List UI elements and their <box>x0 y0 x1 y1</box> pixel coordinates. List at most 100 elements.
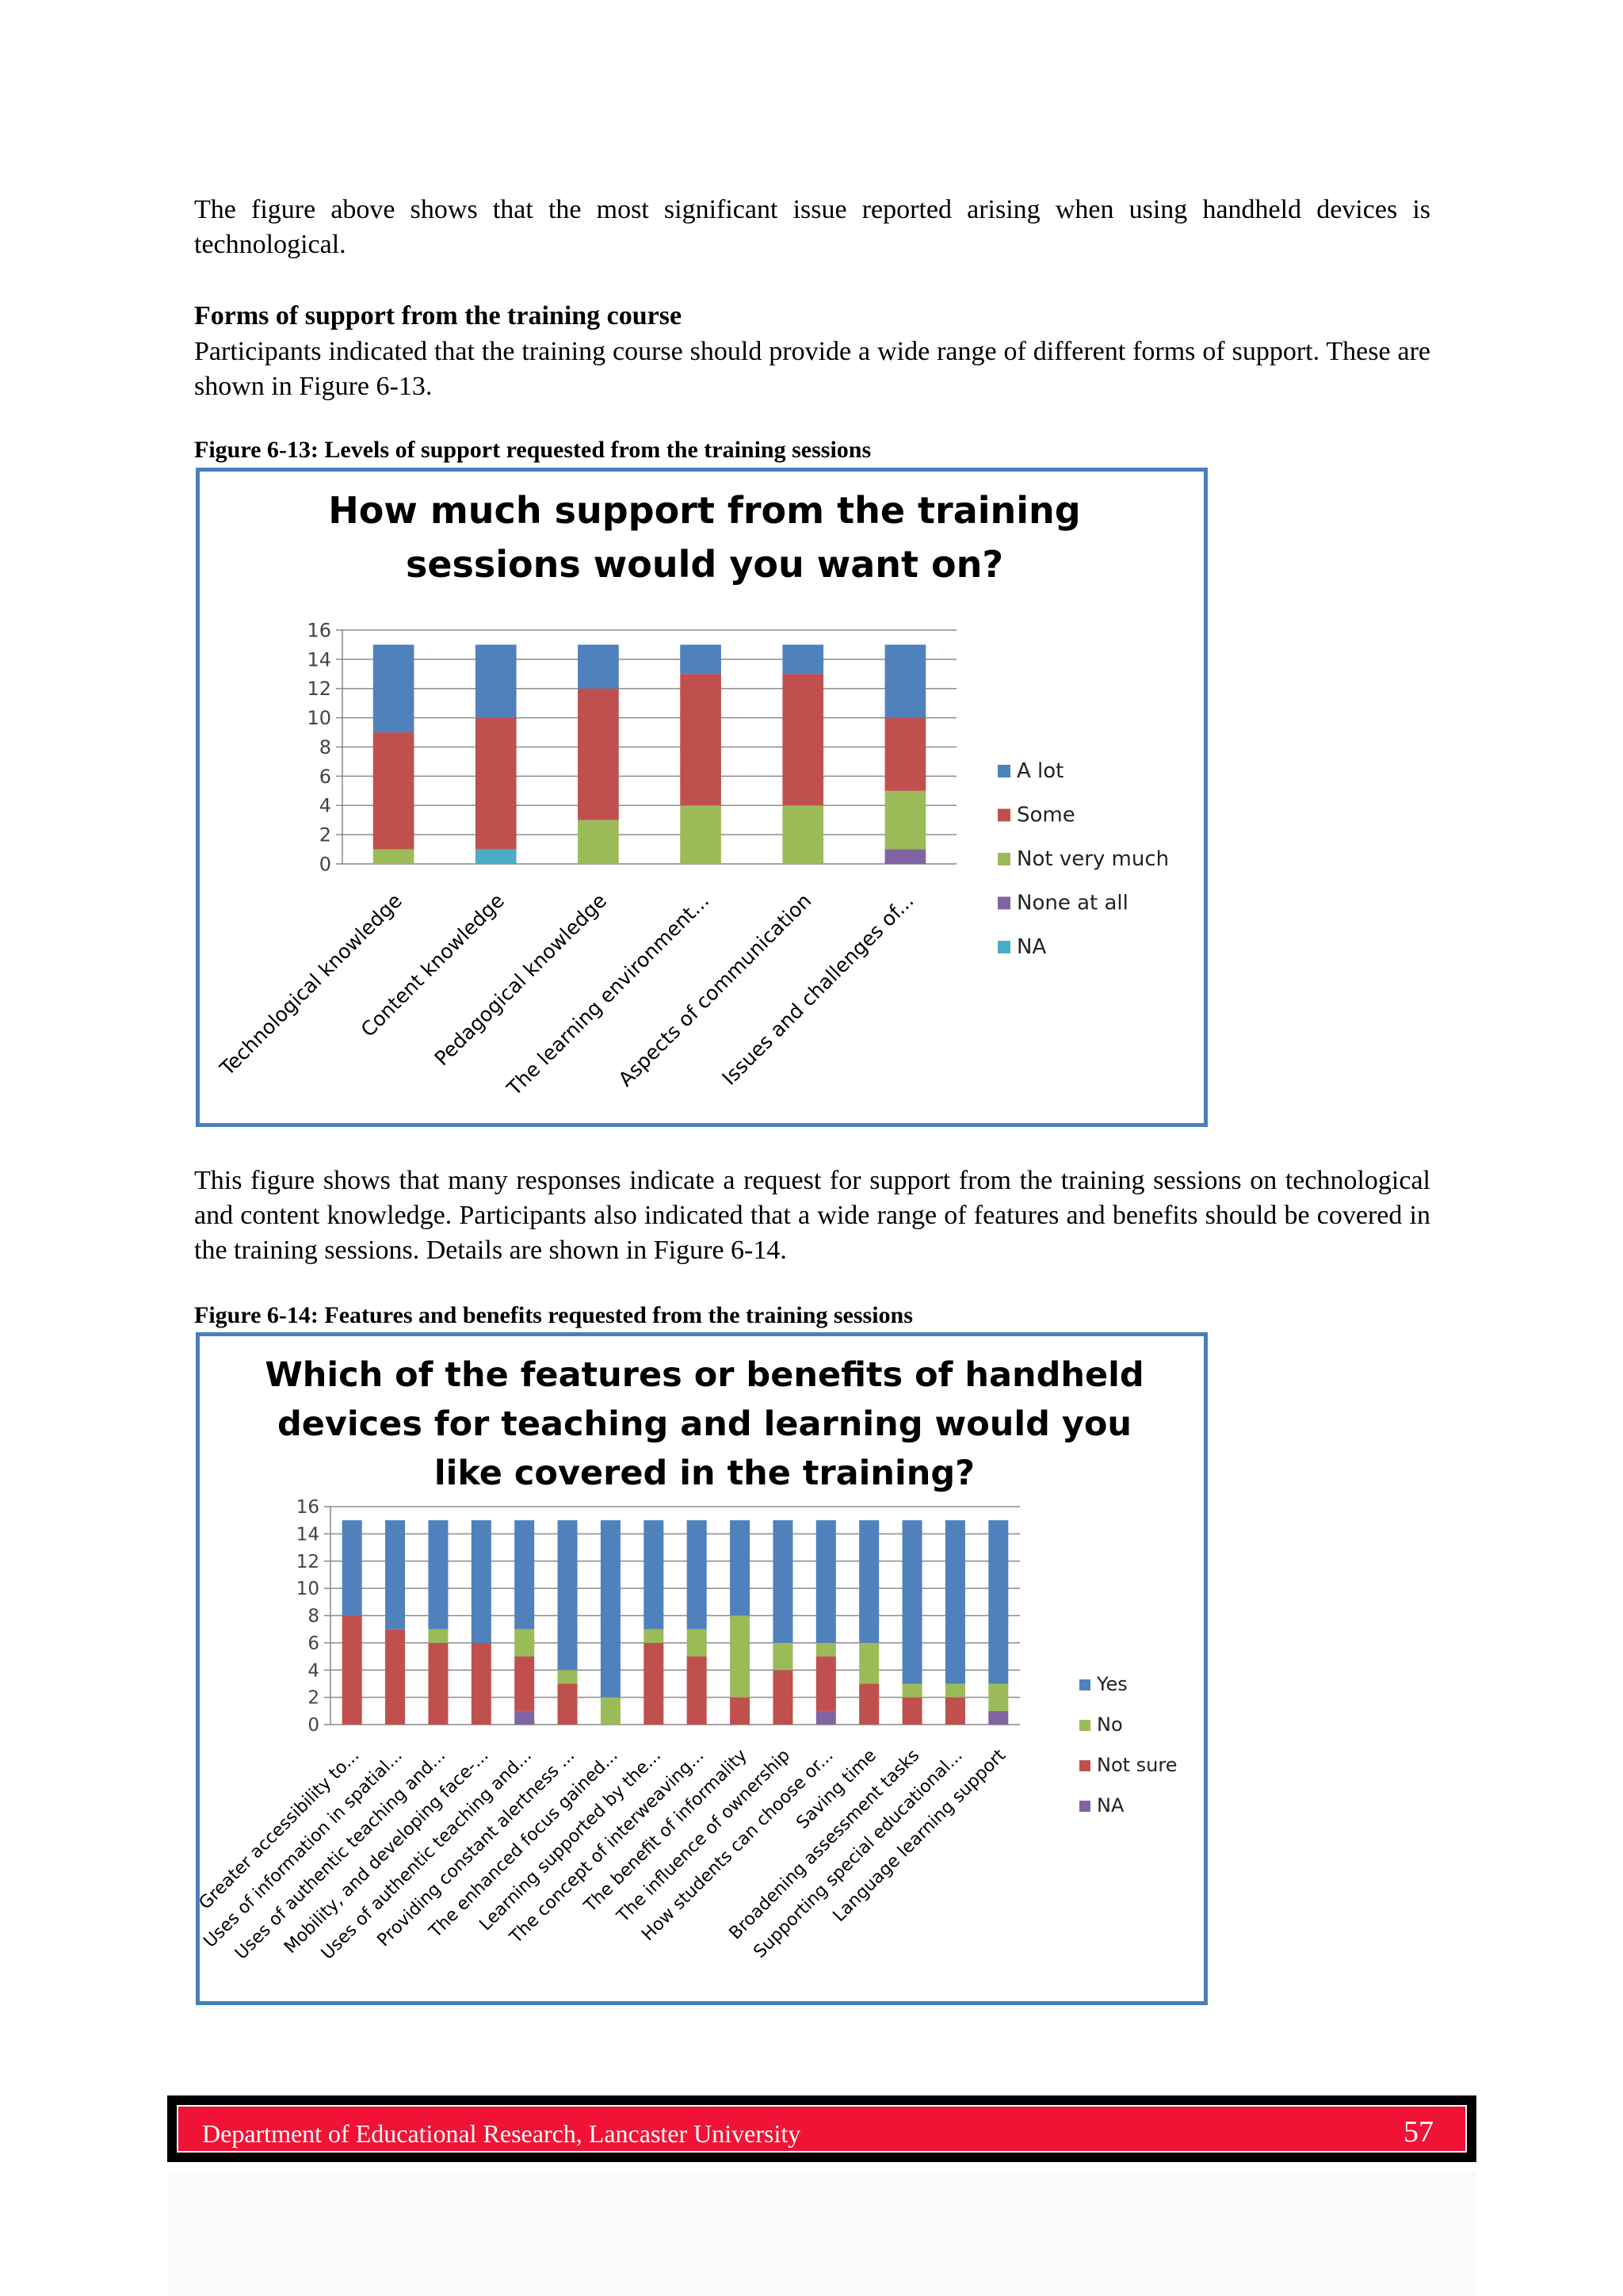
bar-yes <box>514 1520 535 1629</box>
page-footer: Department of Educational Research, Lanc… <box>167 2095 1476 2162</box>
bar-no <box>557 1670 578 1684</box>
bar-yes <box>815 1520 836 1643</box>
y-tick-label: 4 <box>307 1660 319 1681</box>
legend-swatch-na <box>998 941 1010 953</box>
legend-swatch-yes <box>1079 1679 1090 1690</box>
bar-no <box>859 1642 880 1684</box>
bar-na <box>475 849 517 864</box>
legend-swatch-a-lot <box>998 765 1010 777</box>
bar-no <box>988 1683 1009 1711</box>
bar-no <box>902 1683 922 1698</box>
legend-swatch-no <box>1079 1720 1090 1731</box>
y-tick-label: 12 <box>296 1552 319 1572</box>
bar-not-very-much <box>884 790 926 850</box>
legend-label-not-very-much: Not very much <box>1017 847 1169 871</box>
bar-no <box>773 1642 793 1671</box>
chart-title-line: devices for teaching and learning would … <box>277 1404 1132 1444</box>
chart-title-line: like covered in the training? <box>434 1454 975 1493</box>
bar-not-sure <box>385 1629 406 1725</box>
bar-yes <box>988 1520 1009 1684</box>
bar-some <box>578 688 619 820</box>
bar-na <box>514 1710 535 1725</box>
bar-some <box>372 732 414 850</box>
bar-not-very-much <box>782 805 824 864</box>
bar-na <box>988 1710 1009 1725</box>
y-tick-label: 10 <box>307 707 331 729</box>
bar-not-very-much <box>680 805 721 864</box>
legend-label-yes: Yes <box>1096 1673 1128 1695</box>
legend-label-none-at-all: None at all <box>1017 892 1128 915</box>
bar-yes <box>730 1520 750 1616</box>
legend-label-some: Some <box>1017 804 1075 827</box>
y-tick-label: 6 <box>319 766 331 788</box>
bar-yes <box>902 1520 922 1684</box>
bar-no <box>514 1629 535 1657</box>
x-category-label: Pedagogical knowledge <box>430 889 612 1071</box>
bar-a-lot <box>884 644 926 718</box>
chart-title-line: Which of the features or benefits of han… <box>265 1355 1144 1395</box>
y-tick-label: 8 <box>319 736 331 758</box>
bar-no <box>815 1642 836 1657</box>
chart-6-14: Which of the features or benefits of han… <box>200 1355 1178 1964</box>
y-tick-label: 0 <box>319 853 331 875</box>
legend-label-na: NA <box>1097 1794 1125 1817</box>
y-tick-label: 14 <box>296 1524 319 1545</box>
bar-no <box>945 1683 965 1698</box>
bar-not-very-much <box>578 819 619 864</box>
bottom-margin <box>167 2172 1476 2296</box>
bar-yes <box>600 1520 621 1698</box>
y-tick-label: 8 <box>307 1606 319 1627</box>
bar-not-sure <box>686 1656 707 1725</box>
legend-label-no: No <box>1097 1713 1123 1736</box>
section-heading: Forms of support from the training cours… <box>194 301 682 330</box>
y-tick-label: 16 <box>296 1497 319 1518</box>
bar-no <box>600 1697 621 1725</box>
bar-no <box>730 1615 750 1698</box>
bar-a-lot <box>680 644 721 674</box>
chart-6-13-frame: How much support from the training sessio… <box>196 468 1208 1127</box>
bar-no <box>686 1629 707 1657</box>
y-tick-label: 2 <box>307 1688 319 1709</box>
bar-a-lot <box>475 644 517 718</box>
figure-6-13-caption: Figure 6-13: Levels of support requested… <box>194 437 872 463</box>
bar-no <box>643 1629 664 1643</box>
footer-department: Department of Educational Research, Lanc… <box>202 2119 801 2148</box>
bar-yes <box>342 1520 362 1616</box>
bar-not-sure <box>902 1697 922 1725</box>
y-tick-label: 10 <box>296 1579 319 1599</box>
bar-a-lot <box>372 644 414 733</box>
y-tick-label: 2 <box>319 824 331 846</box>
middle-paragraph: This figure shows that many responses in… <box>194 1166 1430 1265</box>
chart-6-14-frame: Which of the features or benefits of han… <box>196 1332 1208 2005</box>
legend-swatch-some <box>998 808 1010 822</box>
legend-label-not-sure: Not sure <box>1097 1754 1178 1776</box>
chart-title-line: sessions would you want on? <box>406 543 1003 586</box>
bar-not-sure <box>945 1697 965 1725</box>
bar-not-very-much <box>372 849 414 864</box>
legend-label-na: NA <box>1017 935 1046 959</box>
bar-some <box>884 717 926 791</box>
y-tick-label: 6 <box>307 1633 319 1654</box>
bar-not-sure <box>471 1642 491 1725</box>
bar-a-lot <box>578 644 619 689</box>
bar-not-sure <box>643 1642 664 1725</box>
bar-not-sure <box>428 1642 449 1725</box>
chart-6-13: How much support from the training sessio… <box>215 489 1169 1101</box>
bar-yes <box>428 1520 449 1629</box>
chart-title-line: How much support from the training <box>328 489 1080 532</box>
bar-na <box>815 1710 836 1725</box>
bar-yes <box>945 1520 965 1684</box>
x-category-label: Technological knowledge <box>215 889 407 1081</box>
y-tick-label: 14 <box>307 648 331 670</box>
bar-yes <box>385 1520 406 1629</box>
bar-none-at-all <box>884 849 926 864</box>
bar-yes <box>686 1520 707 1629</box>
bar-some <box>680 674 721 806</box>
bar-yes <box>773 1520 793 1643</box>
legend-swatch-not-sure <box>1079 1760 1090 1771</box>
x-category-label: The learning environment... <box>502 889 713 1101</box>
bar-some <box>782 674 824 806</box>
bar-yes <box>471 1520 491 1643</box>
legend-swatch-na <box>1079 1801 1090 1812</box>
bar-some <box>475 717 517 850</box>
